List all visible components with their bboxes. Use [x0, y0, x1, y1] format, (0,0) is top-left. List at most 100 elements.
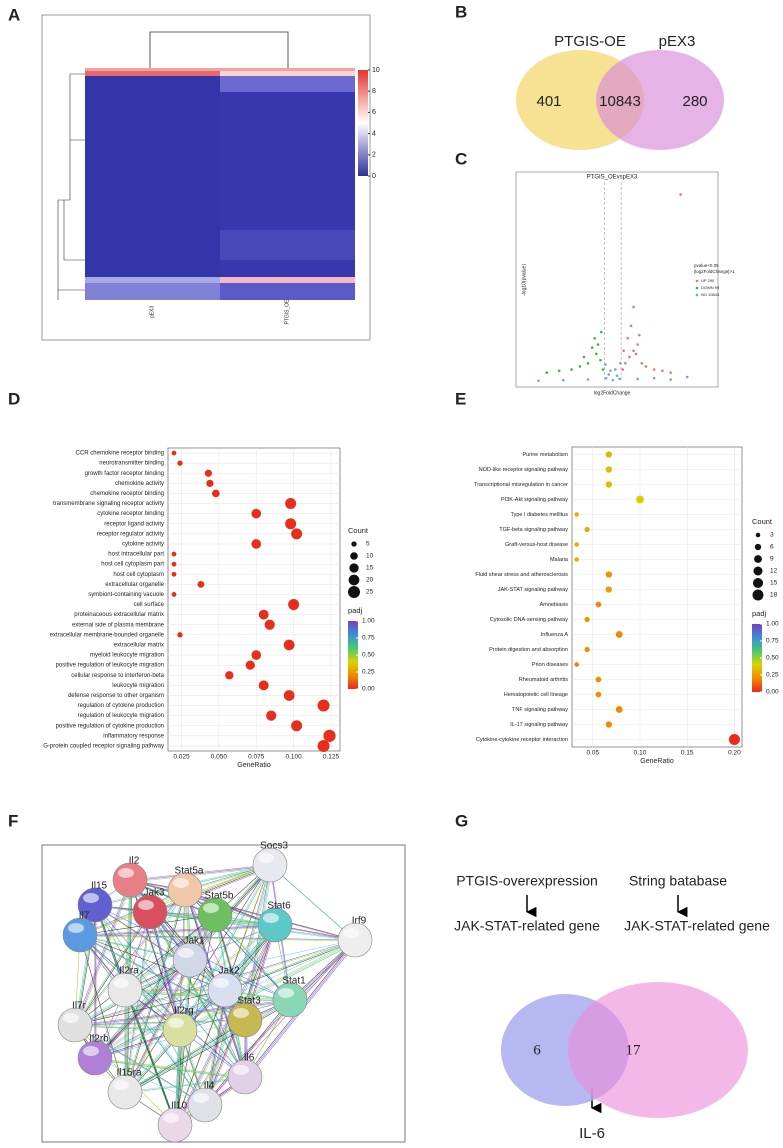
- y-tick-label: Rheumatoid arthritis: [519, 677, 568, 683]
- colorbar: [358, 70, 368, 176]
- edge: [124, 959, 191, 1093]
- legend-size: [348, 574, 360, 586]
- edge: [129, 879, 356, 941]
- x-axis-label: GeneRatio: [237, 762, 271, 769]
- dot: [288, 599, 300, 611]
- node-label: Stat6: [267, 901, 291, 912]
- dot: [171, 571, 177, 577]
- node: [337, 922, 373, 958]
- dot: [206, 479, 214, 487]
- node-highlight: [63, 1013, 79, 1023]
- y-tick-label: host cell cytoplasm part: [101, 562, 164, 568]
- y-tick-label: receptor regulator activity: [97, 531, 164, 537]
- legend-size-label: 5: [366, 541, 370, 548]
- point: [593, 336, 596, 340]
- dot: [317, 739, 330, 752]
- edge: [124, 1076, 246, 1093]
- point: [640, 361, 644, 365]
- node-label: Il2rb: [89, 1034, 109, 1045]
- legend-label: UP 290: [701, 278, 715, 283]
- legend-size: [350, 552, 358, 560]
- y-tick-label: extracellular membrane-bounded organelle: [50, 632, 165, 638]
- y-tick-label: Prion diseases: [532, 662, 568, 668]
- node: [77, 1040, 113, 1076]
- node-highlight: [278, 988, 294, 998]
- y-tick-label: Influenza A: [541, 632, 569, 638]
- edge: [95, 990, 227, 1060]
- colorbar-tick-label: 0.00: [766, 689, 779, 696]
- venn-count: 10843: [599, 93, 641, 110]
- dot: [605, 466, 613, 473]
- point: [628, 355, 631, 359]
- dot: [595, 601, 602, 608]
- y-tick-label: Graft-versus-host disease: [505, 542, 568, 548]
- legend-size-label: 15: [770, 580, 778, 587]
- panel-label: E: [455, 389, 466, 408]
- colorbar-tick-label: 0.50: [362, 652, 375, 659]
- legend-size: [753, 566, 763, 576]
- node-highlight: [213, 978, 229, 988]
- edge: [79, 934, 246, 1021]
- point: [545, 371, 549, 374]
- dot: [266, 710, 277, 721]
- x-tick-label: 0.05: [586, 750, 599, 757]
- point: [652, 376, 656, 380]
- colorbar: [752, 624, 762, 692]
- dot: [291, 720, 303, 732]
- point: [638, 333, 641, 337]
- edge: [175, 925, 277, 1127]
- colorbar-tick-label: 1.00: [362, 618, 375, 625]
- dot: [251, 650, 262, 660]
- dot: [204, 469, 212, 477]
- point: [570, 368, 573, 371]
- node-highlight: [263, 913, 279, 923]
- node: [132, 894, 168, 930]
- edge: [125, 1000, 292, 1094]
- colorbar-tick-label: 0.00: [362, 686, 375, 693]
- plot-area: [167, 447, 341, 752]
- legend-title: Count: [752, 517, 773, 526]
- dot: [615, 706, 623, 713]
- legend-size: [349, 563, 359, 573]
- node: [162, 1012, 198, 1048]
- node-highlight: [343, 928, 359, 938]
- legend-label: DOWN 99: [701, 285, 720, 290]
- edge: [124, 989, 206, 1106]
- point: [615, 374, 619, 378]
- node: [252, 847, 288, 883]
- colorbar-tick-label: 1.00: [766, 621, 779, 628]
- edge: [79, 934, 126, 1093]
- point: [557, 369, 561, 373]
- y-tick-label: Purine metabolism: [522, 452, 568, 458]
- venn-circle: [596, 50, 724, 150]
- y-tick-label: Transcriptional misregulation in cancer: [474, 482, 568, 488]
- point: [632, 305, 635, 309]
- legend-title: padj: [348, 606, 363, 615]
- x-tick-label: 0.15: [681, 750, 694, 757]
- y-tick-label: cytokine receptor binding: [97, 511, 164, 517]
- colorbar-tick-label: 0.25: [362, 669, 375, 676]
- node: [107, 1074, 143, 1110]
- node: [57, 1007, 93, 1043]
- edge: [79, 934, 191, 961]
- dot: [245, 660, 255, 670]
- x-tick-label: 0.100: [285, 754, 302, 761]
- colorbar-tick-label: 0: [372, 173, 376, 180]
- point: [604, 363, 607, 366]
- node-label: Jak2: [218, 966, 240, 977]
- legend-size: [754, 555, 762, 563]
- node-highlight: [168, 1018, 184, 1028]
- y-tick-label: regulation of leukocyte migration: [78, 713, 164, 719]
- point: [586, 378, 590, 381]
- point: [595, 352, 598, 356]
- edge: [79, 934, 226, 991]
- dot: [605, 481, 613, 488]
- node-label: Il15: [91, 881, 108, 892]
- node-label: Il6: [244, 1053, 255, 1064]
- y-tick-label: JAK-STAT signaling pathway: [498, 587, 569, 593]
- legend-title: pvalue<0.05: [694, 263, 719, 268]
- dot: [574, 512, 579, 517]
- node: [187, 1087, 223, 1123]
- y-tick-label: defense response to other organism: [68, 693, 164, 699]
- edge: [96, 906, 228, 993]
